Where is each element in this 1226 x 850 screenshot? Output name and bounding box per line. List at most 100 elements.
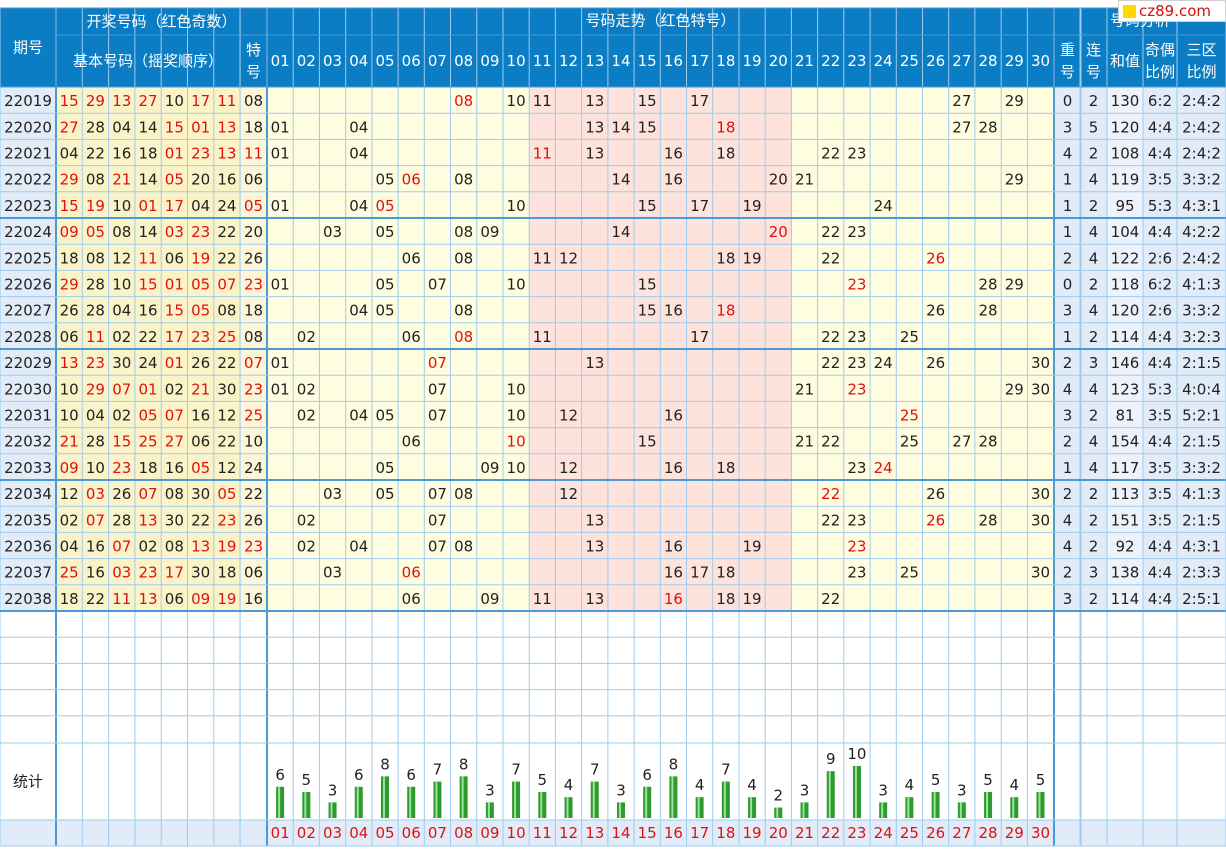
- basic-number-22026-3: 10: [112, 276, 131, 294]
- basic-number-22025-1: 18: [60, 249, 79, 267]
- period-22033: 22033: [4, 459, 52, 477]
- sum-22025: 122: [1111, 249, 1140, 267]
- stats-count-29: 4: [1009, 776, 1019, 794]
- sum-22022: 119: [1111, 171, 1140, 189]
- period-22021: 22021: [4, 145, 52, 163]
- basic-number-22035-4: 13: [139, 511, 158, 529]
- trend-col-header-22: 22: [821, 52, 840, 70]
- trend-col-header-12: 12: [559, 52, 578, 70]
- trend-hit-22021-01: 01: [271, 145, 290, 163]
- basic-number-22037-5: 17: [165, 564, 184, 582]
- trend-hit-22024-03: 03: [323, 223, 342, 241]
- sum-22019: 130: [1111, 92, 1140, 110]
- trend-special-22036-23: 23: [847, 538, 866, 556]
- trend-hit-22038-19: 19: [743, 590, 762, 608]
- basic-number-22030-1: 10: [60, 380, 79, 398]
- odd-even-22033: 3:5: [1148, 459, 1172, 477]
- basic-number-22030-6: 21: [191, 380, 210, 398]
- trend-hit-22031-04: 04: [349, 407, 368, 425]
- basic-number-22033-4: 18: [139, 459, 158, 477]
- trend-col-header-28: 28: [979, 52, 998, 70]
- repeat-22027: 3: [1063, 302, 1073, 320]
- basic-number-22019-5: 10: [165, 92, 184, 110]
- repeat-22036: 4: [1063, 538, 1073, 556]
- stats-count-12: 4: [564, 776, 574, 794]
- trend-hit-22029-24: 24: [874, 354, 893, 372]
- basic-number-22034-2: 03: [86, 485, 105, 503]
- consecutive-22024: 4: [1089, 223, 1099, 241]
- consecutive-22023: 2: [1089, 197, 1099, 215]
- trend-hit-22028-02: 02: [297, 328, 316, 346]
- basic-number-22037-7: 18: [217, 564, 236, 582]
- trend-hit-22021-18: 18: [716, 145, 735, 163]
- trend-hit-22032-15: 15: [638, 433, 657, 451]
- stats-count-27: 3: [957, 781, 967, 799]
- consecutive-22020: 5: [1089, 118, 1099, 136]
- stats-footer-col-22: 22: [821, 824, 840, 842]
- trend-hit-22026-10: 10: [507, 276, 526, 294]
- trend-hit-22019-29: 29: [1005, 92, 1024, 110]
- stats-bar-highlight-05: [382, 776, 385, 818]
- consecutive-22027: 4: [1089, 302, 1099, 320]
- stats-bar-highlight-10: [514, 781, 517, 818]
- special-number-22020: 18: [244, 118, 263, 136]
- repeat-22037: 2: [1063, 564, 1073, 582]
- basic-number-22028-4: 22: [139, 328, 158, 346]
- zones-22022: 3:3:2: [1182, 171, 1221, 189]
- trend-hit-22022-20: 20: [769, 171, 788, 189]
- basic-number-22032-4: 25: [139, 433, 158, 451]
- trend-hit-22020-15: 15: [638, 118, 657, 136]
- period-22032: 22032: [4, 433, 52, 451]
- trend-hit-22033-10: 10: [507, 459, 526, 477]
- trend-col-header-25: 25: [900, 52, 919, 70]
- basic-number-22030-3: 07: [112, 380, 131, 398]
- stats-count-26: 5: [931, 771, 941, 789]
- trend-col-header-13: 13: [585, 52, 604, 70]
- zones-22038: 2:5:1: [1182, 590, 1221, 608]
- stats-bar-highlight-24: [881, 802, 884, 818]
- repeat-22035: 4: [1063, 511, 1073, 529]
- basic-number-22028-6: 23: [191, 328, 210, 346]
- odd-even-22021: 4:4: [1148, 145, 1172, 163]
- trend-special-22026-23: 23: [847, 276, 866, 294]
- basic-number-22038-1: 18: [60, 590, 79, 608]
- stats-footer-col-03: 03: [323, 824, 342, 842]
- trend-hit-22031-05: 05: [375, 407, 394, 425]
- odd-even-22022: 3:5: [1148, 171, 1172, 189]
- zones-22037: 2:3:3: [1182, 564, 1221, 582]
- consecutive-22030: 4: [1089, 380, 1099, 398]
- stats-count-04: 6: [354, 766, 364, 784]
- stats-bar-highlight-04: [356, 786, 359, 818]
- consecutive-22037: 3: [1089, 564, 1099, 582]
- special-number-22026: 23: [244, 276, 263, 294]
- stats-footer-col-25: 25: [900, 824, 919, 842]
- basic-number-22032-5: 27: [165, 433, 184, 451]
- trend-hit-22030-29: 29: [1005, 380, 1024, 398]
- trend-hit-22026-29: 29: [1005, 276, 1024, 294]
- stats-footer-col-27: 27: [952, 824, 971, 842]
- basic-number-22032-7: 22: [217, 433, 236, 451]
- trend-hit-22019-15: 15: [638, 92, 657, 110]
- basic-number-22028-3: 02: [112, 328, 131, 346]
- stats-bar-highlight-26: [933, 792, 936, 818]
- trend-hit-22030-21: 21: [795, 380, 814, 398]
- basic-number-22019-7: 11: [217, 92, 236, 110]
- trend-hit-22025-11: 11: [533, 249, 552, 267]
- zones-22036: 4:3:1: [1182, 538, 1221, 556]
- trend-hit-22032-21: 21: [795, 433, 814, 451]
- basic-number-22034-7: 05: [217, 485, 236, 503]
- trend-hit-22038-09: 09: [480, 590, 499, 608]
- trend-hit-22038-11: 11: [533, 590, 552, 608]
- repeat-22028: 1: [1063, 328, 1073, 346]
- period-22026: 22026: [4, 276, 52, 294]
- stats-count-06: 6: [406, 766, 416, 784]
- basic-number-22022-3: 21: [112, 171, 131, 189]
- special-number-22036: 23: [244, 538, 263, 556]
- stats-count-08: 8: [459, 755, 469, 773]
- basic-number-22036-2: 16: [86, 538, 105, 556]
- basic-number-22037-4: 23: [139, 564, 158, 582]
- trend-special-22034-22: 22: [821, 485, 840, 503]
- consecutive-22019: 2: [1089, 92, 1099, 110]
- trend-col-header-03: 03: [323, 52, 342, 70]
